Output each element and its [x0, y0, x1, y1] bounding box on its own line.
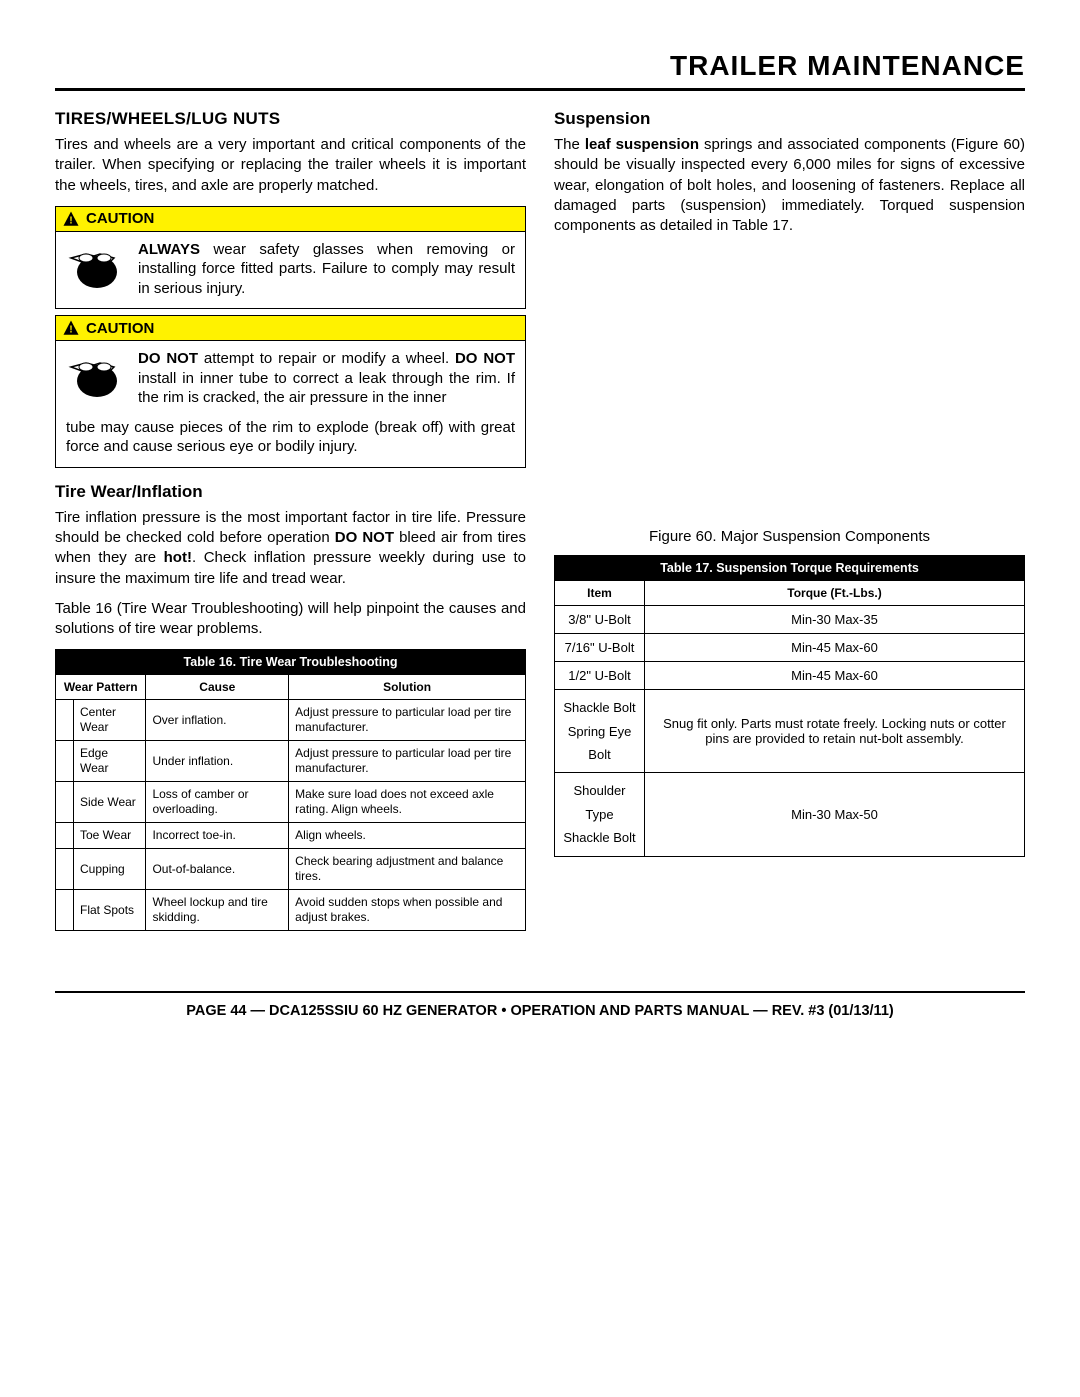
tw-p2d: hot!: [164, 549, 192, 566]
caution-label-1: CAUTION: [86, 210, 154, 227]
caution-box-1: ! CAUTION ALWAYS wear safety glasses whe…: [55, 206, 526, 310]
table-row: Shackle Bolt Spring Eye BoltSnug fit onl…: [555, 690, 1025, 773]
t17-h1: Item: [555, 581, 645, 606]
warning-triangle-icon: !: [62, 319, 80, 337]
table-row: CuppingOut-of-balance.Check bearing adju…: [56, 849, 526, 890]
right-column: Suspension The leaf suspension springs a…: [554, 109, 1025, 931]
t16-r2-pattern: Side Wear: [74, 782, 146, 823]
t16-r4-cause: Out-of-balance.: [146, 849, 289, 890]
page-footer: PAGE 44 — DCA125SSIU 60 HZ GENERATOR • O…: [55, 991, 1025, 1019]
t16-r1-pattern: Edge Wear: [74, 741, 146, 782]
caution-body-1: ALWAYS wear safety glasses when removing…: [56, 232, 525, 309]
heading-tires: TIRES/WHEELS/LUG NUTS: [55, 109, 526, 129]
t16-r2-cause: Loss of camber or overloading.: [146, 782, 289, 823]
t16-r2-sol: Make sure load does not exceed axle rati…: [289, 782, 526, 823]
table-16: Table 16. Tire Wear Troubleshooting Wear…: [55, 649, 526, 931]
caution2-cont: tube may cause pieces of the rim to expl…: [66, 418, 515, 457]
caution-text-1: ALWAYS wear safety glasses when removing…: [138, 240, 515, 299]
table-row: 3/8" U-BoltMin-30 Max-35: [555, 606, 1025, 634]
figure-caption: Figure 60. Major Suspension Components: [554, 528, 1025, 545]
t17-r0-item: 3/8" U-Bolt: [555, 606, 645, 634]
t16-r3-cause: Incorrect toe-in.: [146, 823, 289, 849]
heading-tirewear: Tire Wear/Inflation: [55, 482, 526, 502]
caution-header-1: ! CAUTION: [56, 207, 525, 232]
svg-text:!: !: [69, 215, 72, 226]
tires-intro: Tires and wheels are a very important an…: [55, 135, 526, 196]
t17-r2-torque: Min-45 Max-60: [645, 662, 1025, 690]
table-17: Table 17. Suspension Torque Requirements…: [554, 555, 1025, 856]
left-column: TIRES/WHEELS/LUG NUTS Tires and wheels a…: [55, 109, 526, 931]
t16-r0-cause: Over inflation.: [146, 700, 289, 741]
content-columns: TIRES/WHEELS/LUG NUTS Tires and wheels a…: [55, 109, 1025, 931]
table-row: Shoulder Type Shackle BoltMin-30 Max-50: [555, 773, 1025, 856]
tirewear-p2: Table 16 (Tire Wear Troubleshooting) wil…: [55, 599, 526, 640]
table-row: Center WearOver inflation.Adjust pressur…: [56, 700, 526, 741]
heading-suspension: Suspension: [554, 109, 1025, 129]
page-title: TRAILER MAINTENANCE: [55, 50, 1025, 91]
caution-label-2: CAUTION: [86, 320, 154, 337]
t16-h2: Cause: [146, 675, 289, 700]
t16-r4-pattern: Cupping: [74, 849, 146, 890]
t16-h3: Solution: [289, 675, 526, 700]
t16-r5-pattern: Flat Spots: [74, 890, 146, 931]
t16-r5-sol: Avoid sudden stops when possible and adj…: [289, 890, 526, 931]
t17-r3-torque: Snug fit only. Parts must rotate freely.…: [645, 690, 1025, 773]
susp-p1a: The: [554, 136, 585, 153]
t16-r1-sol: Adjust pressure to particular load per t…: [289, 741, 526, 782]
t16-r3-sol: Align wheels.: [289, 823, 526, 849]
t17-r4-item: Shoulder Type Shackle Bolt: [555, 773, 645, 856]
t16-h1: Wear Pattern: [56, 675, 146, 700]
safety-glasses-icon: [66, 240, 128, 290]
table17-title: Table 17. Suspension Torque Requirements: [555, 556, 1025, 581]
t16-r0-sol: Adjust pressure to particular load per t…: [289, 700, 526, 741]
table-row: Edge WearUnder inflation.Adjust pressure…: [56, 741, 526, 782]
tirewear-p1: Tire inflation pressure is the most impo…: [55, 508, 526, 589]
t16-r4-sol: Check bearing adjustment and balance tir…: [289, 849, 526, 890]
t16-r5-cause: Wheel lockup and tire skidding.: [146, 890, 289, 931]
table-row: Side WearLoss of camber or overloading.M…: [56, 782, 526, 823]
figure-60-placeholder: [554, 246, 1025, 516]
t17-r4-torque: Min-30 Max-50: [645, 773, 1025, 856]
caution-header-2: ! CAUTION: [56, 316, 525, 341]
table-row: Flat SpotsWheel lockup and tire skidding…: [56, 890, 526, 931]
t17-r1-torque: Min-45 Max-60: [645, 634, 1025, 662]
table16-title: Table 16. Tire Wear Troubleshooting: [56, 650, 526, 675]
table-row: 7/16" U-BoltMin-45 Max-60: [555, 634, 1025, 662]
caution2-bold2: DO NOT: [455, 350, 515, 367]
caution1-bold: ALWAYS: [138, 241, 200, 258]
t16-r3-pattern: Toe Wear: [74, 823, 146, 849]
t17-r1-item: 7/16" U-Bolt: [555, 634, 645, 662]
t17-h2: Torque (Ft.-Lbs.): [645, 581, 1025, 606]
caution2-bold1: DO NOT: [138, 350, 198, 367]
safety-glasses-icon: [66, 349, 128, 399]
t16-r0-pattern: Center Wear: [74, 700, 146, 741]
t17-r2-item: 1/2" U-Bolt: [555, 662, 645, 690]
suspension-p1: The leaf suspension springs and associat…: [554, 135, 1025, 236]
svg-text:!: !: [69, 325, 72, 336]
t17-r3-item: Shackle Bolt Spring Eye Bolt: [555, 690, 645, 773]
t16-r1-cause: Under inflation.: [146, 741, 289, 782]
susp-p1b: leaf suspension: [585, 136, 699, 153]
table-row: 1/2" U-BoltMin-45 Max-60: [555, 662, 1025, 690]
caution-text-2: DO NOT attempt to repair or modify a whe…: [138, 349, 515, 408]
t17-r0-torque: Min-30 Max-35: [645, 606, 1025, 634]
warning-triangle-icon: !: [62, 210, 80, 228]
caution2-text1: attempt to repair or modify a wheel.: [198, 350, 455, 367]
caution2-text2: install in inner tube to correct a leak …: [138, 370, 515, 407]
table-row: Toe WearIncorrect toe-in.Align wheels.: [56, 823, 526, 849]
tw-p2b: DO NOT: [335, 529, 394, 546]
caution-box-2: ! CAUTION DO NOT attempt to repair or mo…: [55, 315, 526, 468]
caution-body-2: DO NOT attempt to repair or modify a whe…: [56, 341, 525, 467]
